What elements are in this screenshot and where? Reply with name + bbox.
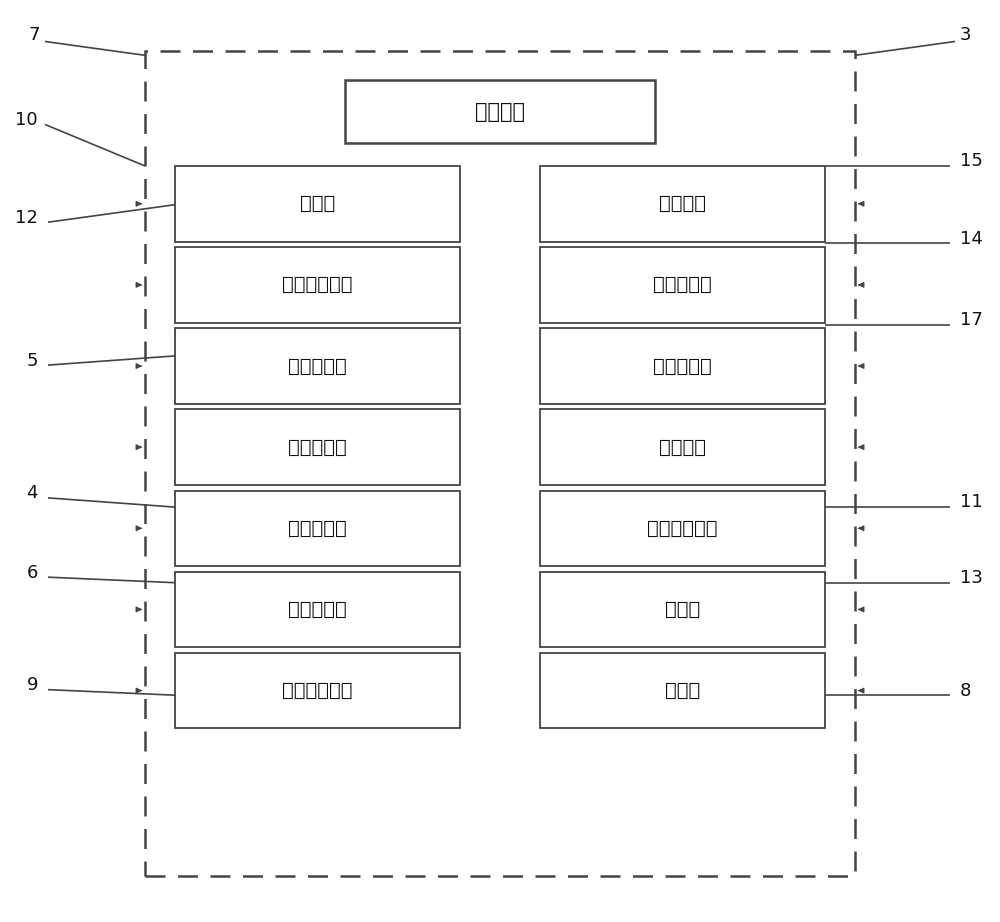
Text: 能见度传感器: 能见度传感器 — [647, 519, 718, 538]
Bar — [540, 247, 825, 323]
Bar — [345, 80, 655, 143]
Text: 9: 9 — [26, 676, 38, 694]
Text: 检测模块: 检测模块 — [475, 101, 525, 122]
Bar — [145, 51, 855, 876]
Text: 大气压传感器: 大气压传感器 — [282, 276, 353, 294]
Bar — [540, 572, 825, 647]
Text: 5: 5 — [26, 351, 38, 370]
Bar — [540, 653, 825, 728]
Bar — [175, 328, 460, 404]
Bar — [175, 409, 460, 485]
Text: 无线传输模块: 无线传输模块 — [282, 681, 353, 700]
Bar — [540, 328, 825, 404]
Text: 噪声传感器: 噪声传感器 — [653, 276, 712, 294]
Text: 14: 14 — [960, 230, 983, 248]
Text: 13: 13 — [960, 569, 983, 587]
Text: 速度传感器: 速度传感器 — [288, 357, 347, 375]
Text: 12: 12 — [15, 208, 38, 227]
Text: 10: 10 — [15, 111, 38, 129]
Text: 雨量传感器: 雨量传感器 — [288, 438, 347, 456]
Text: 成像雷达: 成像雷达 — [659, 438, 706, 456]
Text: 6: 6 — [27, 563, 38, 582]
Text: 太阳能板: 太阳能板 — [659, 195, 706, 213]
Text: 7: 7 — [28, 26, 40, 44]
Bar — [540, 409, 825, 485]
Bar — [540, 166, 825, 242]
Bar — [175, 572, 460, 647]
Text: 3: 3 — [960, 26, 972, 44]
Bar — [175, 653, 460, 728]
Text: 风向传感器: 风向传感器 — [288, 600, 347, 619]
Bar — [175, 491, 460, 566]
Text: 风速传感器: 风速传感器 — [288, 519, 347, 538]
Text: 15: 15 — [960, 152, 983, 171]
Bar — [175, 166, 460, 242]
Bar — [540, 491, 825, 566]
Text: 4: 4 — [26, 484, 38, 502]
Text: 17: 17 — [960, 311, 983, 329]
Text: 8: 8 — [960, 681, 971, 700]
Text: 处理器: 处理器 — [665, 600, 700, 619]
Bar — [175, 247, 460, 323]
Text: 摄像头: 摄像头 — [300, 195, 335, 213]
Text: 11: 11 — [960, 493, 983, 512]
Text: 蓄电池: 蓄电池 — [665, 681, 700, 700]
Text: 粉尘传感器: 粉尘传感器 — [653, 357, 712, 375]
